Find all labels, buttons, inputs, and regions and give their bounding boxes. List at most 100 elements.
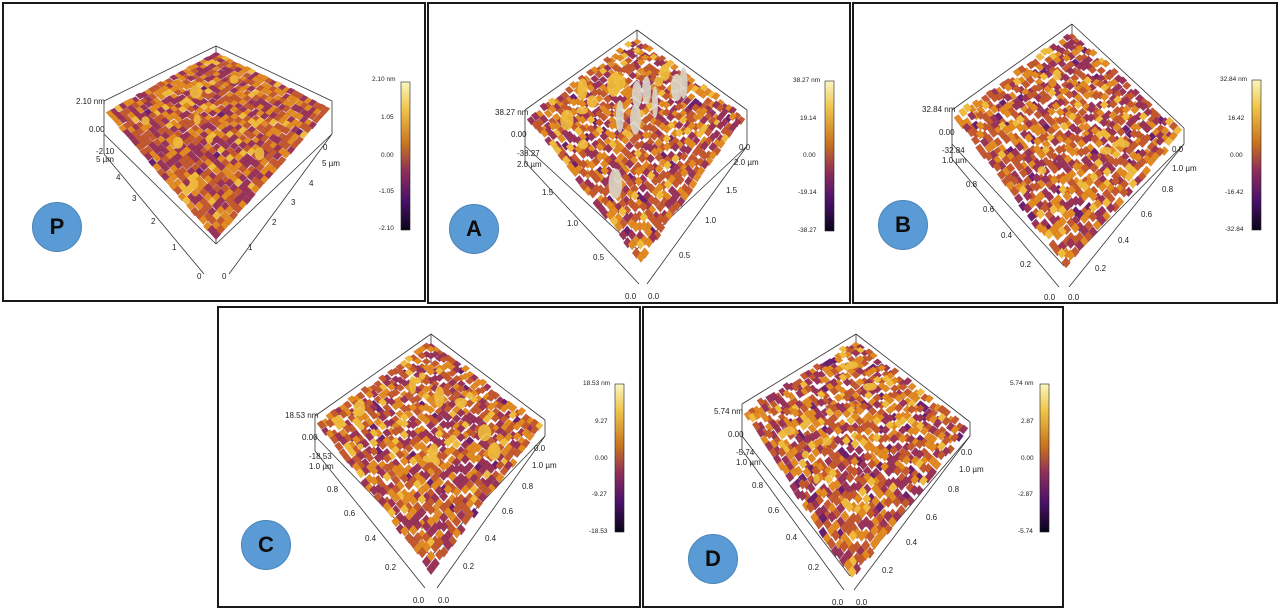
right-tick-2: 3 (291, 198, 296, 207)
surface-cell (548, 104, 557, 114)
surface-cell (600, 165, 610, 176)
surface-cell (246, 190, 256, 200)
surface-cell (242, 186, 252, 196)
surface-cell (460, 372, 470, 381)
surface-cell (1091, 91, 1101, 101)
surface-cell (1001, 155, 1011, 166)
surface-cell (1112, 105, 1122, 115)
surface-cell (615, 54, 625, 62)
surface-cell (855, 346, 865, 354)
surface-cell (233, 90, 244, 97)
surface-cell (634, 176, 643, 187)
surface-cell (683, 126, 692, 136)
surface-cell (1088, 226, 1098, 238)
surface-cell (716, 139, 726, 149)
surface-cell (386, 469, 396, 480)
right-tick-1: 4 (309, 179, 314, 188)
surface-cell (198, 214, 208, 225)
surface-cell (478, 386, 488, 395)
surface-cell (378, 421, 388, 431)
surface-cell (887, 516, 897, 528)
surface-cell (1089, 152, 1099, 163)
origin-right: 0.0 (856, 598, 868, 606)
surface-cell (543, 109, 553, 118)
left-tick-3: 0.4 (365, 534, 377, 543)
surface-cell (404, 391, 414, 400)
surface-cell (529, 425, 539, 435)
surface-cell (259, 112, 270, 120)
surface-cell (1118, 76, 1128, 85)
surface-cell (251, 81, 261, 89)
surface-peak (141, 116, 150, 125)
surface-cell (1035, 62, 1045, 72)
surface-cell (426, 396, 436, 405)
surface-cell (131, 115, 141, 124)
surface-peak (477, 424, 492, 442)
panel-label-badge-a: A (449, 204, 499, 254)
surface-cell (777, 447, 787, 458)
surface-cell (829, 387, 839, 396)
surface-cell (426, 563, 436, 575)
surface-cell (460, 364, 470, 373)
surface-cell (980, 100, 990, 110)
surface-cell (997, 149, 1007, 160)
surface-cell (624, 41, 633, 48)
surface-cell (246, 91, 257, 98)
origin-right: 0.0 (438, 596, 450, 605)
colorbar-d: 5.74 nm 2.87 0.00 -2.87 -5.74 (1010, 380, 1050, 535)
surface-peak (813, 474, 820, 484)
surface-cell (144, 136, 153, 146)
surface-cell (833, 425, 843, 436)
colorbar-label-3: 0.00 (595, 455, 608, 462)
right-tick-2: 0.6 (502, 507, 514, 516)
left-tick-1: 0.8 (752, 481, 764, 490)
surface-cell (588, 188, 598, 199)
surface-cell (861, 515, 871, 528)
afm-panel-d: 5.74 nm 0.00 -5.74 1.0 µm 1.0 µm 0.0 0.8… (642, 306, 1064, 608)
surface-cell (638, 182, 648, 193)
surface-cell (1109, 67, 1119, 77)
surface-cell (469, 429, 479, 439)
colorbar-label-1: 32.84 nm (1220, 76, 1247, 83)
surface-cell (574, 126, 583, 136)
surface-cell (469, 454, 479, 464)
surface-cell (1040, 174, 1051, 185)
surface-cell (586, 68, 595, 77)
far-tick: 0.0 (1172, 145, 1184, 154)
surface-cell (811, 447, 821, 458)
surface-cell (699, 90, 708, 99)
surface-cell (972, 99, 982, 109)
surface-cell (1057, 59, 1067, 68)
surface-cell (644, 236, 654, 249)
surface-cell (186, 75, 196, 82)
surface-cell (640, 43, 650, 50)
surface-cell (752, 410, 762, 421)
surface-cell (901, 454, 911, 466)
axis-unit-left: 1.0 µm (736, 458, 761, 467)
surface-cell (1101, 197, 1111, 208)
height-max-label: 38.27 nm (495, 108, 529, 117)
surface-cell (343, 424, 353, 434)
surface-cell (499, 414, 509, 424)
surface-peak (454, 397, 467, 407)
surface-peak (652, 86, 658, 119)
surface-cell (888, 481, 898, 493)
surface-cell (242, 144, 252, 153)
surface-cell (920, 393, 930, 402)
axis-unit-right: 1.0 µm (959, 465, 984, 474)
origin-left: 0.0 (413, 596, 425, 605)
surface-cell (1026, 61, 1036, 70)
surface-cell (857, 529, 867, 542)
surface-cell (984, 151, 994, 162)
surface-cell (855, 367, 865, 376)
colorbar-label-1: 18.53 nm (583, 380, 610, 387)
surface-cell (889, 445, 899, 456)
height-zero-label: 0.00 (939, 128, 955, 137)
surface-peak (670, 73, 683, 102)
surface-cell (203, 93, 213, 101)
height-zero-label: 0.00 (89, 125, 105, 134)
surface-cell (156, 127, 166, 136)
surface-cell (1134, 100, 1144, 109)
surface-cell (1035, 208, 1045, 220)
surface-cell (871, 483, 881, 494)
